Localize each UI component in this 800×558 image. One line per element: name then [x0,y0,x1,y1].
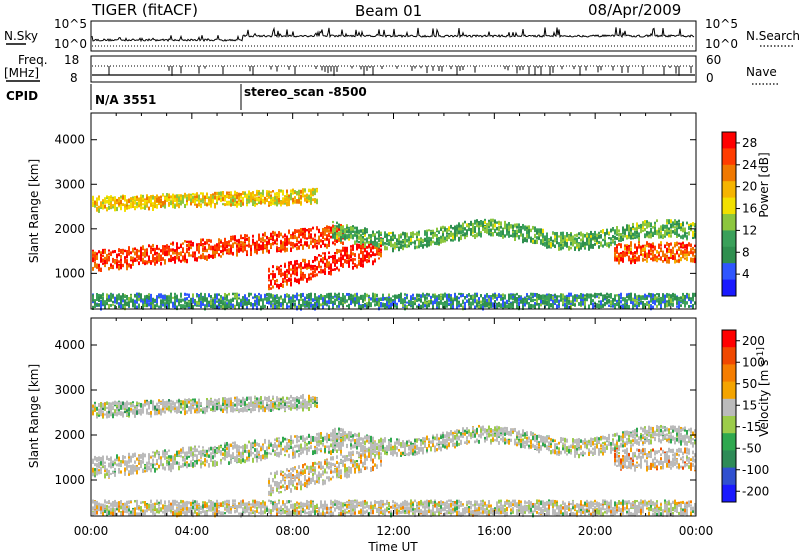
beam-label: Beam 01 [355,2,422,20]
colorbar-swatch [722,263,736,280]
colorbar-swatch [722,247,736,264]
cpid-label-na: N/A 3551 [95,93,156,107]
y-tick-label: 3000 [54,383,85,397]
noise-left-tick-high: 10^5 [54,17,87,31]
colorbar-tick-label: 28 [742,136,757,150]
n-search-label: N.Search [746,29,800,43]
freq-panel-frame [91,56,696,82]
velocity-y-axis-label: Slant Range [km] [27,364,41,468]
y-tick-label: 4000 [54,133,85,147]
colorbar-swatch [722,433,736,451]
colorbar-swatch [722,198,736,215]
power-panel-frame [91,113,696,309]
power-colorbar: 4 8 12 16 20 24 28 [722,132,757,297]
colorbar-tick-label: 200 [742,334,765,348]
colorbar-tick-label: -50 [742,441,762,455]
colorbar-swatch [722,347,736,365]
colorbar-swatch [722,132,736,149]
y-tick-label: 1000 [54,473,85,487]
freq-label-line2: [MHz] [4,66,39,80]
colorbar-swatch [722,280,736,297]
x-tick-label: 08:00 [275,524,310,538]
x-tick-label: 00:00 [679,524,714,538]
time-x-axis: 00:00 04:00 08:00 12:00 16:00 20:00 00:00 [74,524,714,538]
colorbar-tick-label: 16 [742,202,757,216]
freq-label-line1: Freq. [18,53,48,67]
x-tick-label: 16:00 [477,524,512,538]
noise-trace [92,27,695,46]
cpid-label: CPID [6,89,38,103]
y-tick-label: 4000 [54,338,85,352]
colorbar-swatch [722,416,736,434]
noise-right-tick-low: 10^0 [705,37,738,51]
power-y-axis-label: Slant Range [km] [27,159,41,263]
colorbar-swatch [722,399,736,417]
cpid-label-stereo: stereo_scan -8500 [244,85,367,100]
x-axis-label: Time UT [367,540,418,554]
colorbar-tick-label: 50 [742,377,757,391]
y-tick-label: 3000 [54,177,85,191]
freq-left-tick-high: 18 [64,53,79,67]
power-colorbar-label: Power [dB] [757,152,771,217]
power-heatmap [92,188,696,311]
x-tick-label: 04:00 [175,524,210,538]
colorbar-swatch [722,230,736,247]
colorbar-tick-label: -100 [742,463,769,477]
x-tick-label: 12:00 [376,524,411,538]
colorbar-swatch [722,330,736,348]
x-tick-label: 00:00 [74,524,109,538]
colorbar-tick-label: 20 [742,180,757,194]
colorbar-tick-label: 8 [742,245,750,259]
freq-right-tick-high: 60 [706,53,721,67]
velocity-colorbar-label: Velocity [m s-1] [756,347,771,437]
figure-title: TIGER (fitACF) [91,1,198,19]
colorbar-swatch [722,148,736,165]
y-tick-label: 1000 [54,266,85,280]
freq-trace [92,66,695,76]
colorbar-swatch [722,485,736,503]
power-axes: 1000 2000 3000 4000 [54,113,696,309]
x-tick-label: 20:00 [578,524,613,538]
velocity-heatmap [92,394,696,518]
colorbar-tick-label: 4 [742,267,750,281]
y-tick-label: 2000 [54,222,85,236]
colorbar-tick-label: 12 [742,223,757,237]
freq-left-tick-low: 8 [70,71,78,85]
colorbar-swatch [722,450,736,468]
colorbar-tick-label: 15 [742,398,757,412]
date-label: 08/Apr/2009 [588,1,681,19]
colorbar-tick-label: 24 [742,158,757,172]
colorbar-swatch [722,382,736,400]
colorbar-swatch [722,181,736,198]
noise-left-tick-low: 10^0 [54,37,87,51]
noise-right-tick-high: 10^5 [705,17,738,31]
freq-right-tick-low: 0 [706,71,714,85]
nave-label: Nave [746,65,777,79]
velocity-panel-frame [91,318,696,516]
y-tick-label: 2000 [54,428,85,442]
colorbar-swatch [722,214,736,231]
colorbar-tick-label: -200 [742,484,769,498]
n-sky-label: N.Sky [4,29,38,43]
colorbar-swatch [722,468,736,486]
colorbar-swatch [722,165,736,182]
colorbar-swatch [722,364,736,382]
